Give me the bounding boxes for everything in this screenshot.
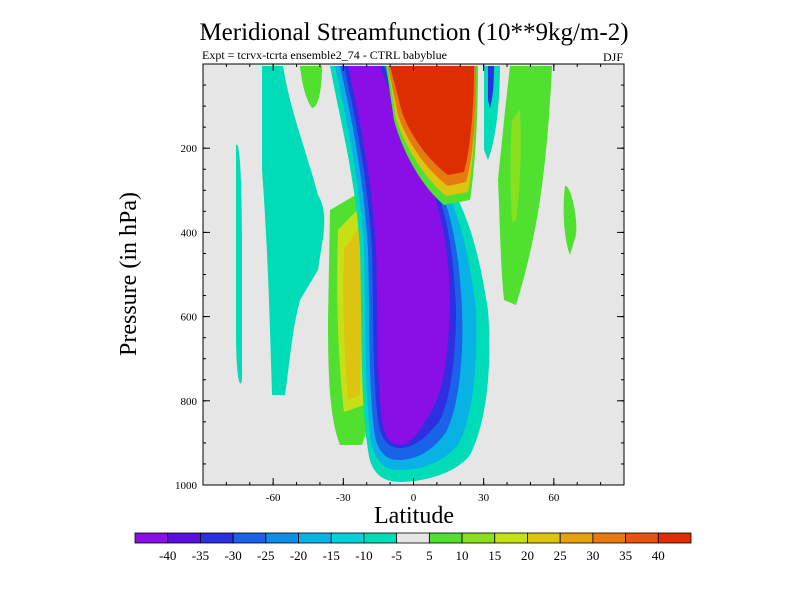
colorbar-label: -15 — [323, 548, 340, 563]
y-axis-label: Pressure (in hPa) — [116, 192, 142, 356]
colorbar-label: 10 — [456, 548, 469, 563]
colorbar-label: 35 — [619, 548, 632, 563]
y-tick-label: 1000 — [175, 480, 198, 492]
chart-title: Meridional Streamfunction (10**9kg/m-2) — [199, 19, 628, 46]
contour-cyan-far-south — [236, 144, 242, 384]
contour-green-upper-south — [300, 66, 322, 108]
colorbar-label: 20 — [521, 548, 534, 563]
colorbar-swatch — [232, 532, 267, 544]
colorbar-label: -35 — [192, 548, 209, 563]
colorbar-label: 5 — [426, 548, 433, 563]
contour-blue-north-strip — [488, 66, 494, 108]
colorbar-swatch — [298, 532, 332, 544]
contour-red-northern-upper — [390, 66, 474, 175]
colorbar-swatch — [396, 532, 430, 544]
plot-area: -60 -30 0 30 60 200 400 600 800 1000 — [175, 63, 625, 504]
colorbar-label: -30 — [224, 548, 241, 563]
colorbar-swatch — [134, 532, 169, 544]
colorbar-label: 15 — [488, 548, 501, 563]
colorbar-label: -40 — [159, 548, 176, 563]
contour-purple-main-cell — [348, 66, 450, 445]
colorbar-swatch — [527, 532, 561, 544]
contour-yellowgreen-north-mid — [510, 110, 521, 222]
contour-cyan-south — [262, 66, 325, 395]
y-tick-label: 200 — [181, 143, 198, 155]
colorbar-swatch — [494, 532, 528, 544]
x-axis: -60 -30 0 30 60 — [266, 64, 560, 504]
colorbar-label: 25 — [554, 548, 567, 563]
x-axis-label: Latitude — [374, 503, 454, 529]
y-tick-label: 400 — [181, 227, 198, 239]
contour-green-far-north — [563, 185, 577, 255]
colorbar-label: 30 — [586, 548, 599, 563]
x-tick-label: 60 — [548, 492, 560, 504]
colorbar-label: -5 — [391, 548, 402, 563]
x-tick-label: -60 — [266, 492, 281, 504]
colorbar-swatch — [200, 532, 234, 544]
colorbar-swatch — [461, 532, 496, 544]
colorbar-swatch — [625, 532, 659, 544]
colorbar-swatch — [559, 532, 594, 544]
colorbar-label: -25 — [257, 548, 274, 563]
colorbar: -40 -35 -30 -25 -20 -15 -10 -5 5 10 15 20 25 30 35 40 — [134, 532, 692, 563]
season-label: DJF — [603, 50, 623, 64]
colorbar-label: 40 — [652, 548, 665, 563]
y-axis: 200 400 600 800 1000 — [175, 143, 624, 492]
colorbar-swatch — [592, 532, 626, 544]
y-tick-label: 600 — [181, 312, 198, 324]
colorbar-label: -10 — [355, 548, 372, 563]
colorbar-swatch — [363, 532, 398, 544]
colorbar-swatch — [657, 532, 692, 544]
colorbar-swatch — [265, 532, 299, 544]
contour-green-north-mid — [498, 66, 552, 305]
contour-fields — [236, 66, 577, 482]
x-tick-label: 30 — [478, 492, 490, 504]
chart-subtitle: Expt = tcrvx-tcrta ensemble2_74 - CTRL b… — [202, 48, 447, 62]
colorbar-swatch — [330, 532, 365, 544]
colorbar-label: -20 — [290, 548, 307, 563]
x-tick-label: 0 — [411, 492, 417, 504]
y-tick-label: 800 — [181, 396, 198, 408]
colorbar-swatch — [167, 532, 201, 544]
contour-yellow-subtropical — [343, 225, 362, 400]
x-tick-label: -30 — [336, 492, 351, 504]
colorbar-swatch — [428, 532, 463, 544]
